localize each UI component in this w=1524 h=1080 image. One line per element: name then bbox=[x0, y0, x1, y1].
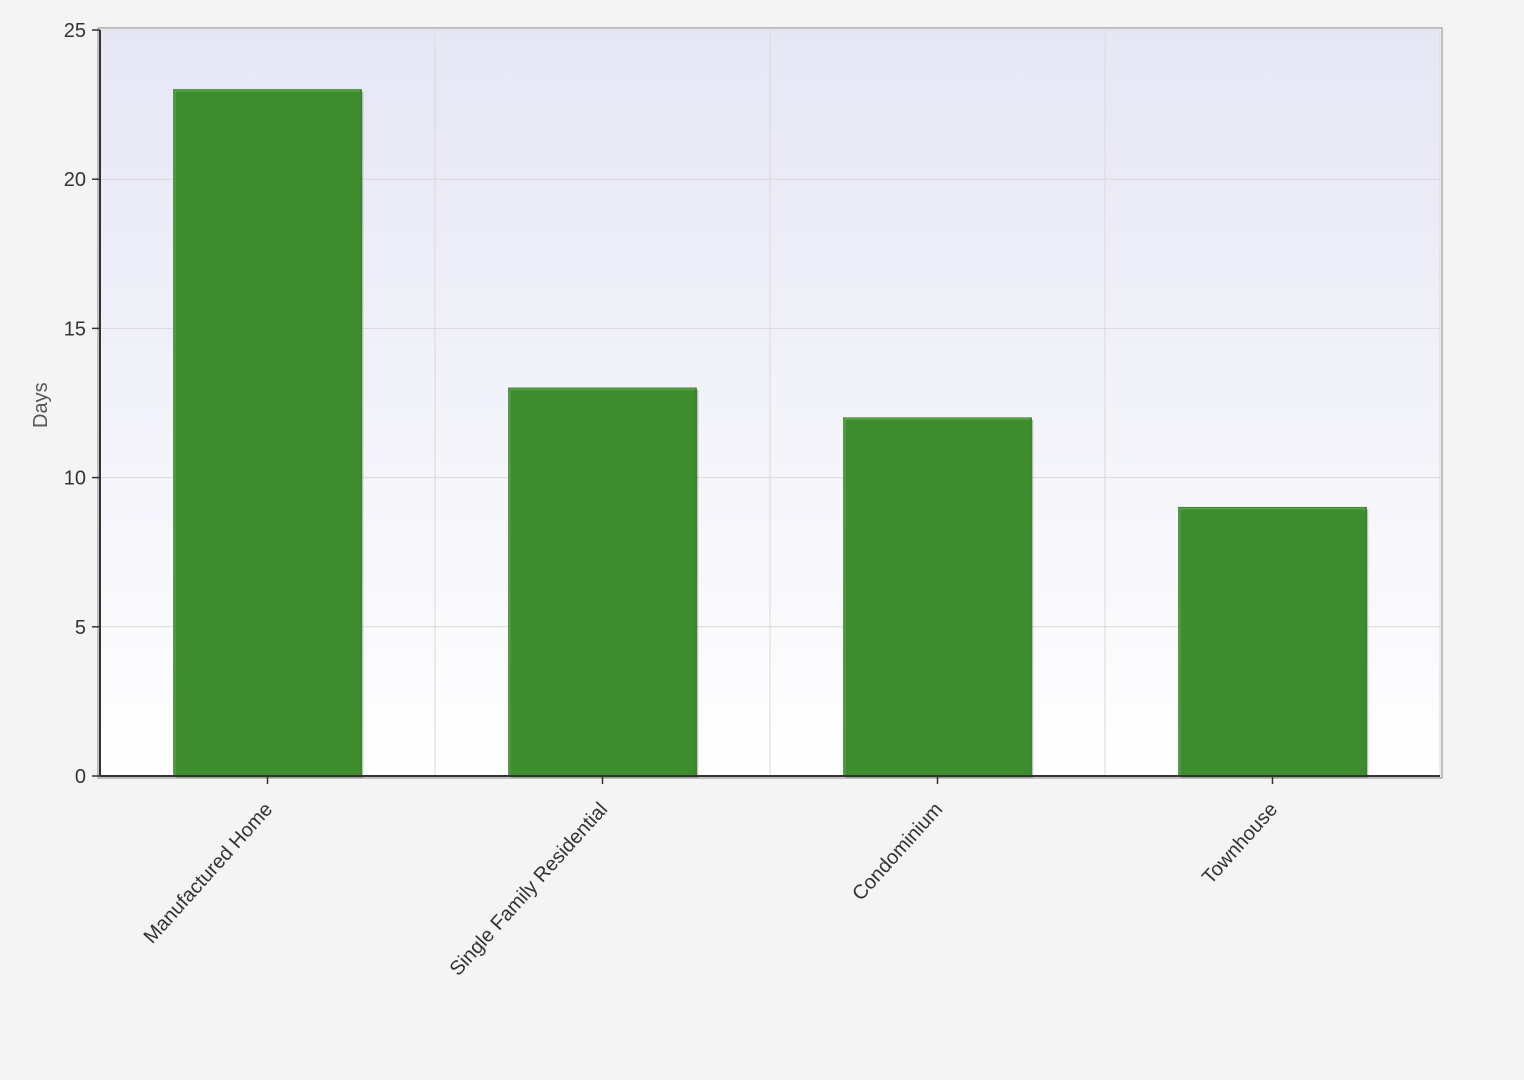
y-axis-label: Days bbox=[30, 382, 53, 428]
y-tick-label: 15 bbox=[64, 318, 86, 340]
y-tick-label: 10 bbox=[64, 468, 86, 490]
y-tick-label: 25 bbox=[64, 20, 86, 42]
bar bbox=[174, 90, 362, 776]
y-tick-label: 20 bbox=[64, 169, 86, 191]
bar bbox=[844, 418, 1032, 776]
y-tick-label: 0 bbox=[75, 766, 86, 788]
bar bbox=[509, 388, 697, 776]
chart-container: 0510152025Manufactured HomeSingle Family… bbox=[0, 0, 1524, 1080]
bar-chart-svg: 0510152025Manufactured HomeSingle Family… bbox=[0, 0, 1524, 1080]
bar bbox=[1179, 507, 1367, 776]
y-tick-label: 5 bbox=[75, 617, 86, 639]
